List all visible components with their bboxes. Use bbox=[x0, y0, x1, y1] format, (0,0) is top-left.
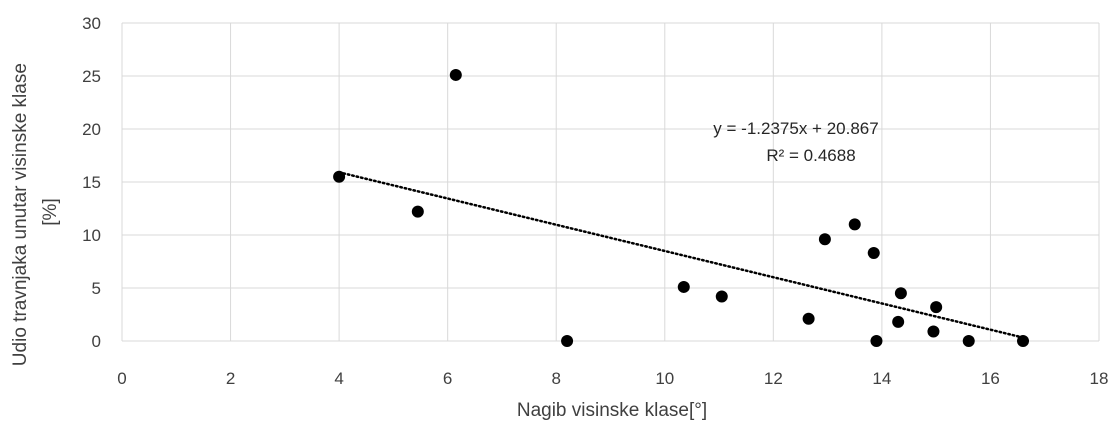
x-tick-label: 12 bbox=[764, 369, 783, 388]
trendline-layer bbox=[337, 171, 1025, 339]
x-axis-ticks: 0 2 4 6 8 10 12 14 16 18 bbox=[117, 369, 1108, 388]
y-tick-label: 20 bbox=[82, 120, 101, 139]
y-axis-title: Udio travnjaka unutar visinske klase [%] bbox=[10, 58, 61, 366]
data-point bbox=[1017, 335, 1030, 347]
trendline bbox=[337, 171, 1025, 339]
x-axis-title: Nagib visinske klase[°] bbox=[517, 400, 707, 421]
data-points bbox=[333, 68, 1030, 347]
data-point bbox=[677, 280, 690, 293]
y-tick-label: 10 bbox=[82, 226, 101, 245]
x-tick-label: 6 bbox=[443, 369, 452, 388]
y-tick-label: 30 bbox=[82, 14, 101, 33]
data-point bbox=[561, 335, 574, 347]
x-tick-label: 2 bbox=[226, 369, 235, 388]
data-point bbox=[449, 68, 462, 81]
data-point bbox=[848, 218, 861, 231]
y-axis-ticks: 0 5 10 15 20 25 30 bbox=[82, 14, 101, 351]
data-point bbox=[333, 170, 346, 183]
data-point bbox=[892, 315, 905, 328]
data-point bbox=[962, 335, 975, 347]
data-point bbox=[930, 301, 943, 314]
x-tick-label: 0 bbox=[117, 369, 126, 388]
x-tick-label: 18 bbox=[1090, 369, 1109, 388]
x-tick-label: 16 bbox=[981, 369, 1000, 388]
data-point bbox=[818, 233, 831, 246]
y-axis-title-line-2: [%] bbox=[40, 198, 61, 225]
x-tick-label: 10 bbox=[655, 369, 674, 388]
y-tick-label: 15 bbox=[82, 173, 101, 192]
data-point bbox=[894, 287, 907, 300]
y-axis-title-line-1: Udio travnjaka unutar visinske klase bbox=[10, 63, 31, 366]
trendline-r-squared: R² = 0.4688 bbox=[766, 146, 855, 165]
y-tick-label: 5 bbox=[92, 279, 101, 298]
data-point bbox=[411, 205, 424, 218]
trendline-equation: y = -1.2375x + 20.867 bbox=[713, 119, 878, 138]
data-point bbox=[715, 290, 728, 303]
data-point bbox=[802, 312, 815, 325]
y-tick-label: 25 bbox=[82, 67, 101, 86]
data-point bbox=[870, 335, 883, 347]
gridlines bbox=[121, 22, 1100, 342]
x-tick-label: 8 bbox=[551, 369, 560, 388]
x-tick-label: 4 bbox=[334, 369, 343, 388]
y-tick-label: 0 bbox=[92, 332, 101, 351]
data-point bbox=[867, 247, 880, 260]
data-point bbox=[927, 325, 940, 338]
x-tick-label: 14 bbox=[872, 369, 891, 388]
